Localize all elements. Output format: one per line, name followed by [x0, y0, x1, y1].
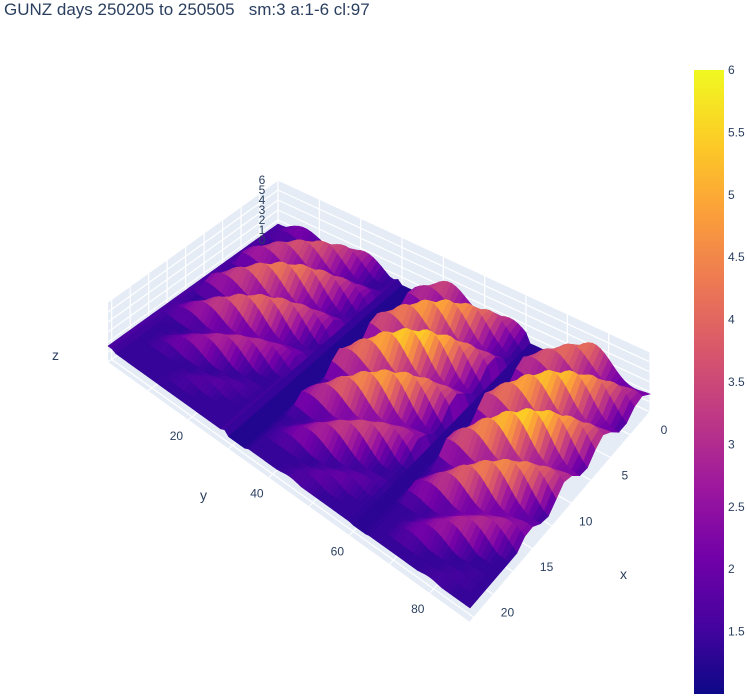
x-axis-ticks: 0 5 10 15 20: [501, 423, 668, 620]
x-tick-label: 0: [661, 423, 668, 437]
z-tick-label: 1: [259, 223, 266, 237]
chart-title: GUNZ days 250205 to 250505 sm:3 a:1-6 cl…: [4, 0, 370, 19]
colorbar-tick-label: 6: [728, 63, 735, 77]
y-tick-label: 40: [250, 487, 264, 501]
z-axis-title: z: [52, 347, 59, 363]
x-tick-label: 15: [540, 560, 554, 574]
colorbar-tick-label: 2.5: [728, 500, 745, 514]
colorbar-tick-label: 5.5: [728, 125, 745, 139]
colorbar-tick-label: 2: [728, 562, 735, 576]
z-tick-label: 3: [259, 203, 266, 217]
colorbar-tick-label: 4: [728, 313, 735, 327]
y-tick-label: 20: [170, 429, 184, 443]
y-axis-ticks: 20 40 60 80: [170, 429, 425, 616]
y-tick-label: 80: [411, 602, 425, 616]
colorbar-tick-label: 3: [728, 437, 735, 451]
colorbar-tick-label: 3.5: [728, 375, 745, 389]
z-tick-label: 5: [259, 183, 266, 197]
x-tick-label: 10: [579, 514, 593, 528]
colorbar-ticks: 1.5 2 2.5 3 3.5 4 4.5 5 5.5 6: [728, 63, 745, 639]
y-tick-label: 60: [331, 544, 345, 558]
x-tick-label: 5: [622, 469, 629, 483]
x-tick-label: 20: [501, 606, 515, 620]
colorbar: [694, 70, 724, 694]
colorbar-tick-label: 4.5: [728, 250, 745, 264]
surface-cell: [465, 595, 479, 609]
colorbar-tick-label: 5: [728, 188, 735, 202]
z-tick-label: 0: [259, 233, 266, 247]
x-axis-title: x: [620, 566, 627, 582]
z-tick-label: 4: [259, 193, 266, 207]
y-axis-title: y: [200, 487, 207, 503]
z-tick-label: 2: [259, 213, 266, 227]
z-tick-label: 6: [259, 173, 266, 187]
colorbar-tick-label: 1.5: [728, 625, 745, 639]
surface-mesh: [107, 223, 652, 609]
